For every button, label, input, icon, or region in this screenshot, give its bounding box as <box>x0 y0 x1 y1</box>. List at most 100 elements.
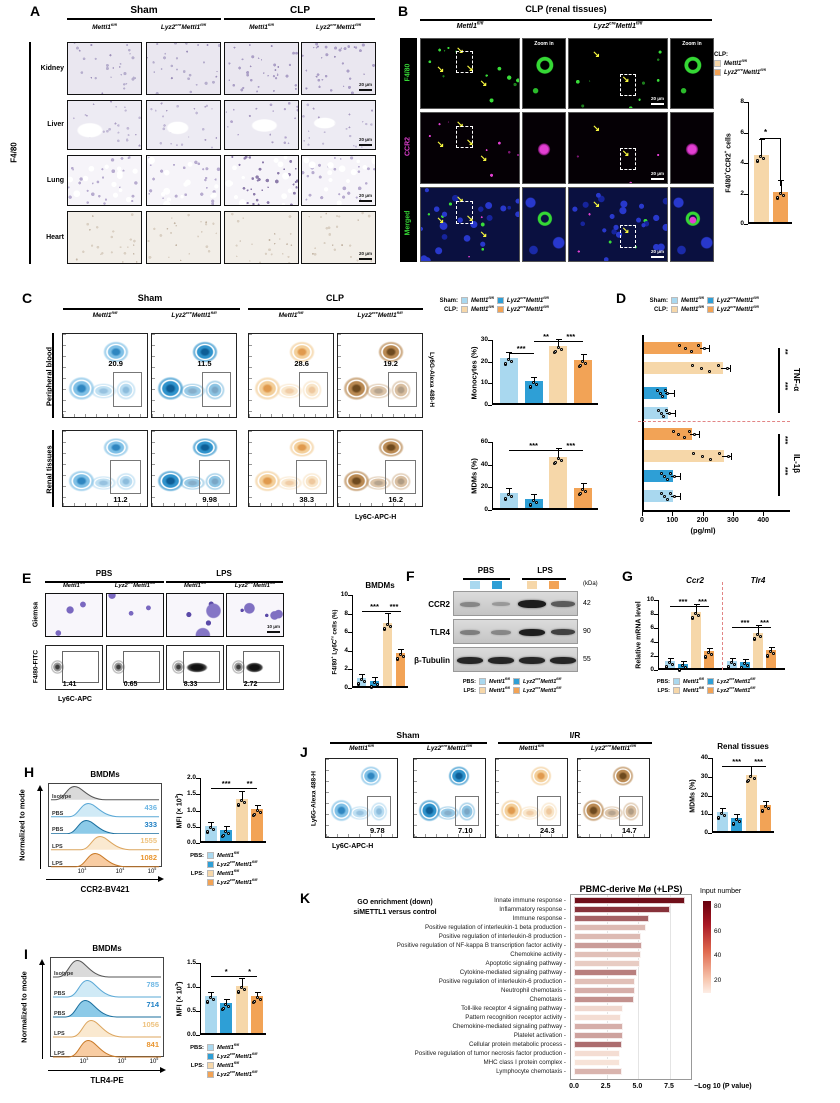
y-tick-label: 60 <box>480 438 488 445</box>
panel-label: G <box>622 568 633 584</box>
histogram-row-label: PBS <box>54 1011 66 1017</box>
histogram-row-value: 714 <box>146 1000 159 1009</box>
x-axis-line <box>642 510 790 512</box>
flow-plot: 24.3 <box>495 758 568 838</box>
population-cluster <box>525 762 556 791</box>
data-point <box>684 665 688 669</box>
data-point <box>534 500 538 504</box>
histogram-row-label: LPS <box>54 1051 65 1057</box>
legend-row: Sham: Mettl1fl/fl Lyz2creMettl1fl/fl <box>642 296 759 304</box>
protein-band <box>519 656 545 664</box>
condition-swatch <box>470 581 480 589</box>
x-axis-ticks <box>152 503 236 506</box>
data-point <box>743 662 747 666</box>
bar <box>740 662 750 668</box>
protein-band <box>460 629 480 635</box>
b-bar-chart: 0 2 4 6 8 <box>740 98 792 227</box>
y-tick-label: 0 <box>344 684 348 691</box>
x-axis-label: Ly6C-APC-H <box>332 843 374 850</box>
y-tick-mark <box>488 487 492 489</box>
error-bar <box>720 368 730 369</box>
error-bar <box>732 659 733 662</box>
if-image: ↘ ↘ 20 μm <box>568 38 668 109</box>
data-point <box>708 370 712 374</box>
legend-item-label: Mettl1fl/fl <box>217 1060 240 1069</box>
y-axis-label: F4/80+ Ly6Chi cells (%) <box>330 609 339 674</box>
significance-line <box>558 450 584 452</box>
significance-label: * <box>764 128 768 137</box>
error-cap <box>673 390 675 397</box>
gate-box <box>182 651 220 683</box>
data-point <box>255 808 259 812</box>
significance-label: ** <box>781 349 788 355</box>
x-tick-label: 103 <box>77 867 87 875</box>
error-cap <box>254 804 261 806</box>
bar <box>357 677 366 686</box>
go-term-label: Inflammatory response - <box>499 906 566 913</box>
gridline <box>638 895 640 1079</box>
renal-mdms-chart: 0 10 20 30 40 *** *** <box>701 754 774 836</box>
gate-value: 9.98 <box>202 494 217 504</box>
ihc-image <box>67 100 142 150</box>
population-cluster <box>359 380 397 403</box>
x-tick-label: 104 <box>117 1057 127 1065</box>
bar <box>574 359 593 403</box>
x-tick-label: 400 <box>757 517 770 524</box>
y-tick-label: 10 <box>700 810 708 818</box>
ihc-image <box>146 155 221 206</box>
column-genotype: Mettl1fl/fl <box>278 309 304 319</box>
data-point <box>690 350 694 354</box>
error-bar <box>670 476 680 477</box>
legend: PBS: Mettl1fl/fl Lyz2creMettl1fl/fl LPS: Met… <box>646 677 755 696</box>
legend-swatch <box>207 861 214 868</box>
panel-label: A <box>30 3 41 19</box>
go-term-label: Positive regulation of interleukin-1 bet… <box>424 924 566 931</box>
x-axis-ticks <box>152 414 236 417</box>
error-cap <box>239 790 246 792</box>
y-tick-mark <box>488 464 492 466</box>
data-point <box>682 436 686 440</box>
data-point <box>205 830 209 834</box>
go-term-label: Positive regulation of tumor necrosis fa… <box>414 1050 566 1057</box>
error-bar <box>670 496 680 497</box>
legend: PBS: Mettl1fl/fl Lyz2creMettl1fl/fl LPS: Met… <box>184 851 257 888</box>
column-genotype: Mettl1fl/fl <box>249 21 274 31</box>
y-tick-mark <box>654 656 658 657</box>
x-axis-ticks <box>338 414 422 417</box>
legend-item-label: Mettl1fl/fl <box>471 295 494 304</box>
data-point <box>746 779 750 783</box>
error-cap <box>734 813 741 815</box>
data-point <box>578 491 582 495</box>
data-point <box>510 495 513 499</box>
sample-row-label: Renal tissues <box>44 444 54 494</box>
data-point <box>401 654 405 658</box>
x-tick-mark <box>732 512 734 516</box>
histogram-row-label: Isotype <box>52 793 72 800</box>
gate-box <box>113 372 142 408</box>
population-cluster <box>355 762 386 791</box>
gate-box <box>122 651 160 683</box>
significance-line <box>533 341 559 343</box>
significance-line <box>722 766 752 768</box>
significance-line <box>778 348 780 368</box>
significance-line <box>508 450 559 452</box>
y-axis-ticks <box>63 334 66 417</box>
y-tick-label: 8 <box>740 98 744 105</box>
column-genotype: Mettl1fl/fl <box>456 20 484 30</box>
histogram-row: Isotype <box>51 958 163 978</box>
cytokine-bar <box>644 362 723 374</box>
data-point <box>252 1000 256 1004</box>
bar <box>251 996 264 1033</box>
gate-value: 1.41 <box>62 681 77 688</box>
legend-item-label: Mettl1fl/fl <box>489 676 510 685</box>
scale-bar-label: 20 μm <box>358 251 372 256</box>
go-term-label: Apoptotic signaling pathway - <box>485 960 567 967</box>
x-tick-label: 200 <box>696 517 709 524</box>
legend-row: Mettl1fl/fl <box>714 59 766 67</box>
population-cluster <box>152 372 189 406</box>
group-underline <box>463 578 510 580</box>
legend-group-label: LPS: <box>657 687 670 694</box>
